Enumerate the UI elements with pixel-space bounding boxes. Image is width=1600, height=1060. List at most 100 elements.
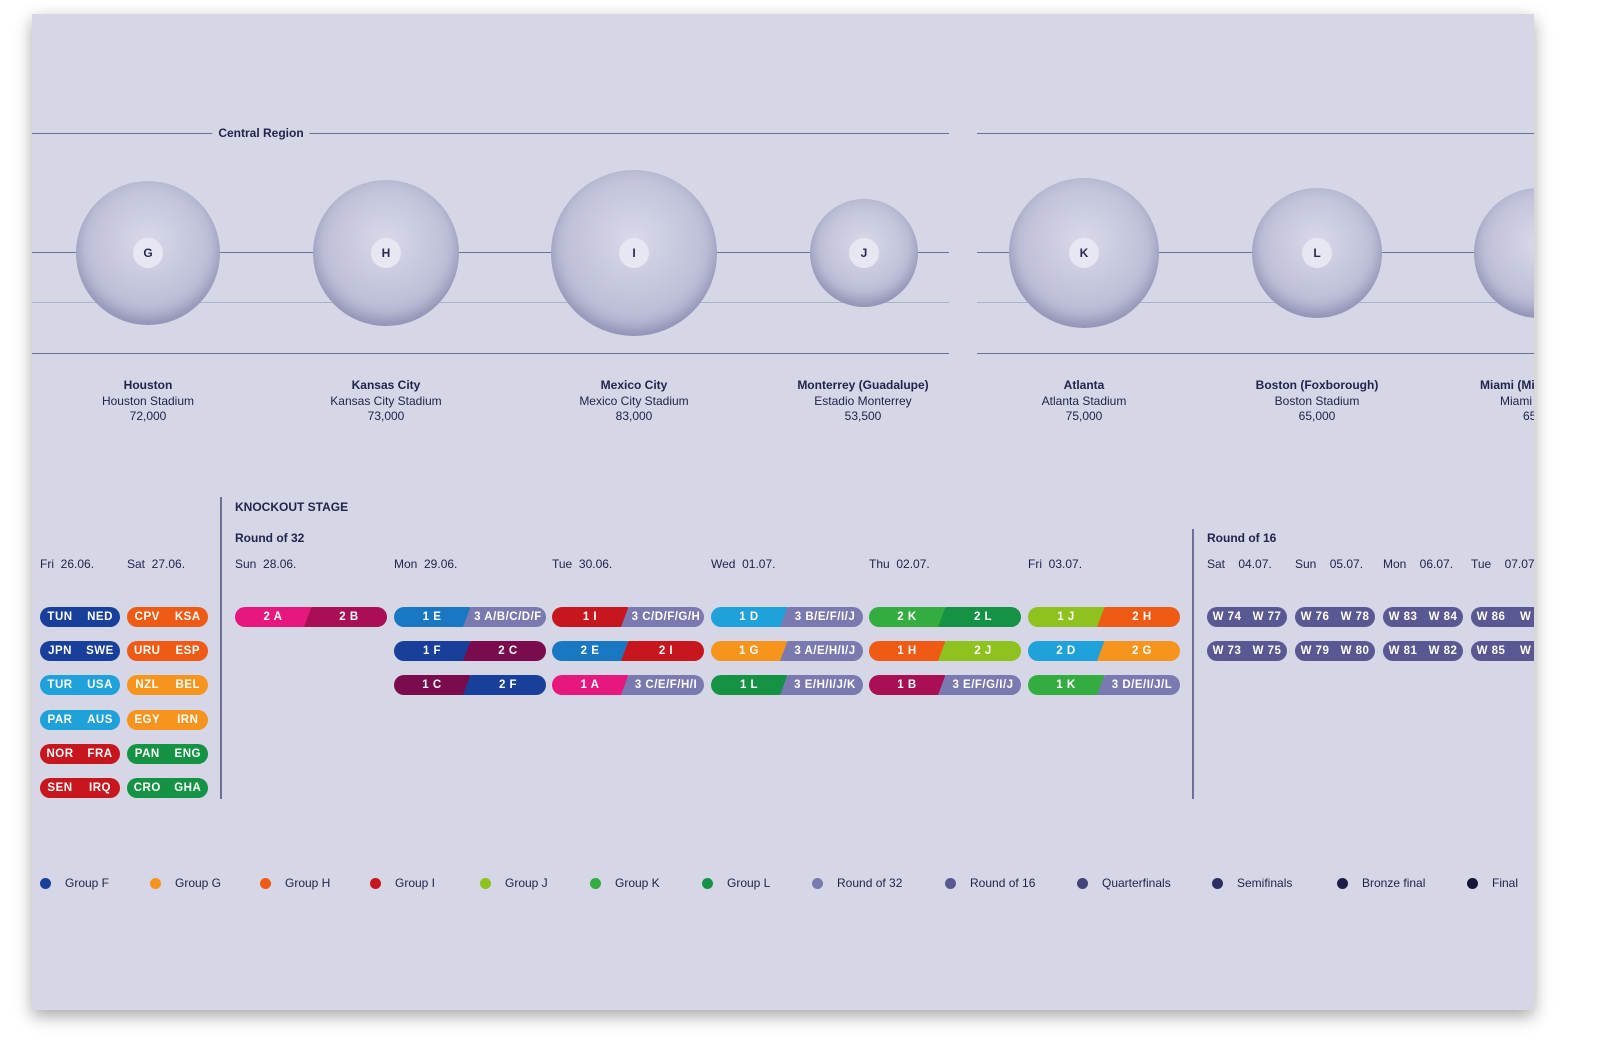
- venue-stadium: Kansas City Stadium: [330, 393, 442, 408]
- match-home: W 81: [1383, 641, 1423, 661]
- match-pill[interactable]: CPV KSA: [127, 607, 208, 627]
- legend-item: Quarterfinals: [1077, 876, 1171, 890]
- legend-label: Bronze final: [1362, 876, 1426, 890]
- match-pill[interactable]: SEN IRQ: [40, 778, 120, 798]
- venue-capacity: 83,000: [615, 409, 653, 423]
- match-pill[interactable]: W 81 W 82: [1383, 641, 1463, 661]
- legend-item: Group G: [150, 876, 221, 890]
- match-pill[interactable]: W 74 W 77: [1207, 607, 1287, 627]
- venue-city: Monterrey (Guadalupe): [797, 378, 929, 392]
- match-home: W 79: [1295, 641, 1335, 661]
- venue-circle-h: H: [313, 180, 459, 326]
- region-bottom-rule-right: [977, 353, 1534, 354]
- match-home: W 85: [1471, 641, 1511, 661]
- match-pill[interactable]: NOR FRA: [40, 744, 120, 764]
- region-bottom-rule: [32, 353, 949, 354]
- legend-dot-icon: [480, 877, 491, 889]
- legend-dot-icon: [370, 877, 381, 889]
- match-away: GHA: [160, 778, 208, 798]
- match-away: 3 D/E/I/J/L: [1097, 675, 1180, 695]
- match-away: IRN: [160, 710, 208, 730]
- match-pill[interactable]: JPN SWE: [40, 641, 120, 661]
- match-pill[interactable]: EGY IRN: [127, 710, 208, 730]
- venue-label-atlanta: Atlanta Atlanta Stadium 75,000: [984, 378, 1184, 425]
- match-pill[interactable]: W 85W 8: [1471, 641, 1534, 661]
- match-away: NED: [73, 607, 120, 627]
- match-pill[interactable]: PAR AUS: [40, 710, 120, 730]
- venue-city: Miami (Mi: [1480, 378, 1534, 392]
- match-away: 3 B/E/F/I/J: [780, 607, 863, 627]
- match-pill[interactable]: W 86W 8: [1471, 607, 1534, 627]
- venue-capacity: 53,500: [844, 409, 882, 423]
- legend-dot-icon: [40, 877, 51, 889]
- match-away: 3 C/E/F/H/I: [621, 675, 704, 695]
- legend-label: Quarterfinals: [1102, 876, 1171, 890]
- match-pill[interactable]: W 76 W 78: [1295, 607, 1375, 627]
- day-label: Mon 06.07.: [1383, 557, 1454, 571]
- venue-letter: K: [1069, 238, 1099, 268]
- venue-label-mexico-city: Mexico City Mexico City Stadium 83,000: [534, 378, 734, 425]
- venue-city: Mexico City: [600, 378, 668, 392]
- match-home: W 86: [1471, 607, 1511, 627]
- match-away: 2 J: [938, 641, 1021, 661]
- match-away: ESP: [160, 641, 208, 661]
- match-pill[interactable]: W 79 W 80: [1295, 641, 1375, 661]
- match-away: 2 F: [463, 675, 546, 695]
- legend-item: Bronze final: [1337, 876, 1425, 890]
- venue-circle-l: L: [1252, 188, 1382, 318]
- match-away: W 82: [1416, 641, 1463, 661]
- legend-item: Round of 32: [812, 876, 902, 890]
- match-pill[interactable]: W 73 W 75: [1207, 641, 1287, 661]
- venue-city: Kansas City: [351, 378, 421, 392]
- region-mid-rule-right: [977, 302, 1534, 303]
- match-home: 2 A: [235, 607, 311, 627]
- match-home: 1 E: [394, 607, 470, 627]
- venue-connector: [32, 252, 949, 253]
- venue-label-houston: Houston Houston Stadium 72,000: [48, 378, 248, 425]
- round16-divider: [1192, 529, 1194, 799]
- match-away: 2 I: [621, 641, 704, 661]
- day-label: Sat 04.07.: [1207, 557, 1272, 571]
- match-pill[interactable]: URU ESP: [127, 641, 208, 661]
- venue-label-kansas-city: Kansas City Kansas City Stadium 73,000: [286, 378, 486, 425]
- legend-item: Group J: [480, 876, 548, 890]
- match-home: W 73: [1207, 641, 1247, 661]
- match-home: W 83: [1383, 607, 1423, 627]
- match-home: CRO: [127, 778, 168, 798]
- match-away: W 77: [1240, 607, 1287, 627]
- venue-capacity: 75,000: [1065, 409, 1103, 423]
- match-home: W 76: [1295, 607, 1335, 627]
- region-top-rule-right: [977, 133, 1534, 134]
- legend-label: Group I: [395, 876, 436, 890]
- match-home: 1 B: [869, 675, 945, 695]
- match-home: EGY: [127, 710, 168, 730]
- venue-stadium: Mexico City Stadium: [579, 393, 689, 408]
- match-home: 1 J: [1028, 607, 1104, 627]
- match-pill[interactable]: PAN ENG: [127, 744, 208, 764]
- venue-city: Boston (Foxborough): [1255, 378, 1379, 392]
- match-away: 2 H: [1097, 607, 1180, 627]
- venue-label-monterrey: Monterrey (Guadalupe) Estadio Monterrey …: [763, 378, 963, 425]
- match-pill[interactable]: CRO GHA: [127, 778, 208, 798]
- day-label: Thu 02.07.: [869, 557, 930, 571]
- match-pill[interactable]: TUR USA: [40, 675, 120, 695]
- match-pill[interactable]: NZL BEL: [127, 675, 208, 695]
- match-pill[interactable]: W 83 W 84: [1383, 607, 1463, 627]
- match-pill[interactable]: TUN NED: [40, 607, 120, 627]
